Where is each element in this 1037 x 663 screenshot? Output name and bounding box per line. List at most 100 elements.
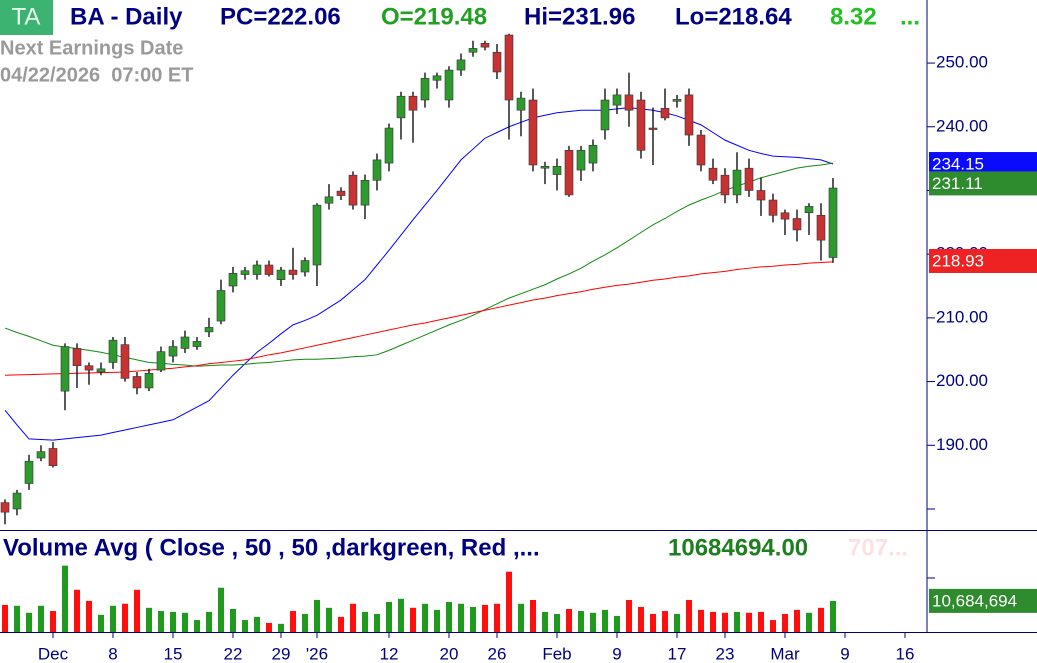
candle-body	[168, 346, 178, 357]
price-badge	[929, 588, 1037, 613]
candle-body	[624, 94, 634, 111]
candle-body	[300, 260, 310, 273]
volume-bar	[518, 603, 524, 632]
volume-bar	[758, 611, 764, 632]
candle-body	[288, 269, 298, 275]
volume-bar	[830, 600, 836, 632]
candle-body	[660, 107, 670, 119]
volume-bar	[134, 589, 140, 632]
volume-bar	[314, 599, 320, 632]
volume-title: Volume Avg ( Close , 50 , 50 ,darkgreen,…	[3, 534, 540, 561]
candle-body	[540, 165, 550, 169]
volume-bar	[86, 600, 92, 632]
volume-bar	[374, 613, 380, 632]
candle-body	[564, 150, 574, 196]
candle-body	[372, 159, 382, 181]
volume-bar	[422, 603, 428, 632]
candle-body	[240, 270, 250, 275]
volume-bar	[158, 611, 164, 632]
y-tick-label: 210.00	[936, 307, 988, 326]
volume-bar	[410, 607, 416, 632]
volume-bar	[506, 571, 512, 632]
x-tick-label: 9	[612, 644, 621, 663]
candle-body	[708, 167, 718, 181]
candle-body	[420, 78, 430, 101]
volume-bar	[326, 607, 332, 632]
candle-body	[600, 99, 610, 131]
volume-bar	[194, 620, 200, 632]
candle-body	[84, 365, 94, 371]
volume-bar	[710, 611, 716, 632]
candle-body	[276, 269, 286, 280]
candle-body	[216, 290, 226, 322]
candle-body	[468, 48, 478, 53]
x-tick-label: 23	[716, 644, 735, 663]
price-badge-label: 10,684,694	[932, 591, 1017, 610]
volume-bar	[698, 609, 704, 632]
candle-body	[576, 150, 586, 171]
x-tick-label: 12	[380, 644, 399, 663]
candle-body	[444, 69, 454, 101]
candle-body	[264, 264, 274, 275]
volume-bar	[14, 605, 20, 632]
volume-bar	[362, 611, 368, 632]
candle-body	[324, 196, 334, 204]
candle-body	[120, 344, 130, 379]
candle-body	[756, 190, 766, 201]
volume-bar	[206, 611, 212, 632]
candle-body	[336, 190, 346, 196]
candle-body	[816, 215, 826, 241]
volume-bar	[446, 602, 452, 632]
price-badge-label: 234.15	[932, 155, 984, 174]
candle-body	[132, 376, 142, 389]
volume-bar	[398, 598, 404, 632]
candle-body	[492, 51, 502, 73]
earnings-title: Next Earnings Date	[0, 37, 183, 59]
x-tick-label: 29	[272, 644, 291, 663]
candle-body	[96, 368, 106, 373]
x-tick-label: Dec	[38, 644, 69, 663]
volume-bar	[482, 604, 488, 632]
candle-body	[48, 448, 58, 466]
moving-average	[4, 162, 834, 367]
volume-bar	[110, 605, 116, 632]
volume-bar	[662, 611, 668, 632]
x-tick-label: 26	[488, 644, 507, 663]
candle-body	[636, 99, 646, 151]
candle-body	[0, 502, 10, 513]
candle-body	[360, 179, 370, 206]
volume-bar	[170, 611, 176, 632]
volume-bar	[530, 599, 536, 632]
candle-body	[312, 204, 322, 266]
x-tick-label: 22	[224, 644, 243, 663]
high: Hi=231.96	[524, 3, 635, 30]
candle-body	[384, 127, 394, 164]
volume-bar	[650, 613, 656, 632]
volume-bar	[794, 609, 800, 632]
volume-bar	[434, 609, 440, 632]
candle-body	[552, 165, 562, 175]
volume-bar	[266, 622, 272, 632]
candle-body	[516, 97, 526, 111]
y-tick-label: 250.00	[936, 53, 988, 72]
volume-bar	[2, 604, 8, 632]
volume-bar	[122, 603, 128, 632]
candle-body	[828, 187, 838, 258]
volume-bar	[62, 565, 68, 632]
volume-bar	[254, 616, 260, 632]
candle-body	[588, 144, 598, 164]
symbol: BA - Daily	[70, 3, 183, 30]
x-tick-label: 8	[108, 644, 117, 663]
volume-bar	[578, 611, 584, 632]
candle-body	[456, 59, 466, 71]
moving-average	[4, 261, 834, 376]
volume-value: 10684694.00	[668, 534, 808, 561]
volume-bar	[626, 599, 632, 632]
candle-body	[648, 127, 658, 130]
candle-body	[60, 346, 70, 392]
candle-body	[396, 95, 406, 119]
price-badge-label: 218.93	[932, 251, 984, 270]
ta-label: TA	[12, 3, 41, 30]
volume-bar	[218, 587, 224, 632]
